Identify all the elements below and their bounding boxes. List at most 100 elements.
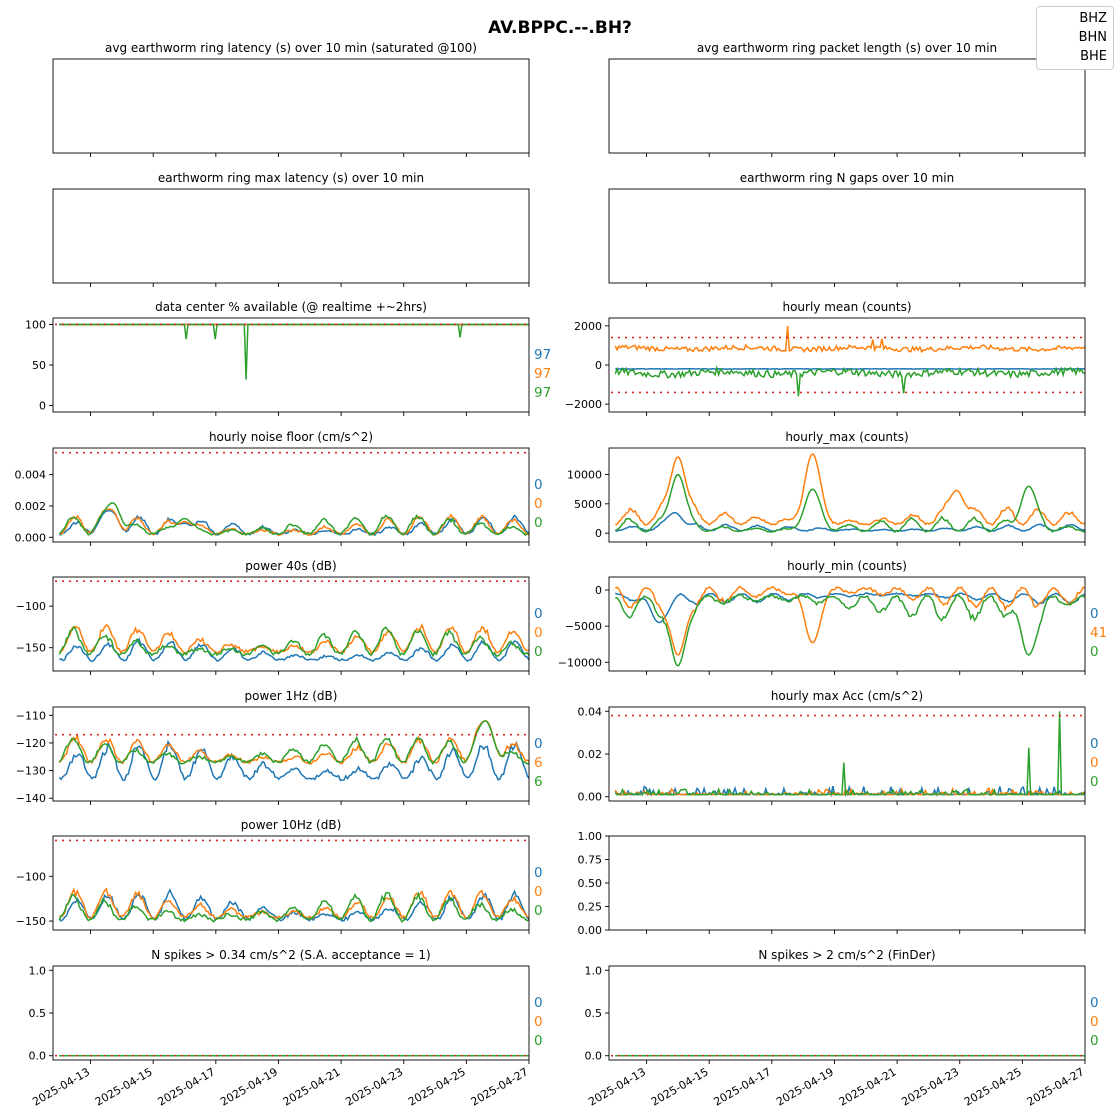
y-tick-label-4-0: 0 — [39, 400, 46, 413]
x-tick-label-14-7: 2025-04-27 — [469, 1065, 531, 1108]
side-value-9-2: 0 — [1090, 644, 1099, 660]
y-tick-label-10-3: −110 — [16, 709, 46, 722]
legend-item-bhe: BHE — [1080, 49, 1107, 64]
x-tick-label-14-3: 2025-04-19 — [218, 1065, 280, 1108]
panel-frame-1 — [608, 58, 1086, 154]
series-line-bhn-10 — [58, 720, 530, 765]
y-tick-label-10-1: −130 — [16, 765, 46, 778]
x-tick-label-15-7: 2025-04-27 — [1025, 1065, 1087, 1108]
x-tick-label-14-0: 2025-04-13 — [30, 1065, 92, 1108]
series-line-bhn-12 — [59, 887, 530, 920]
panel-title-11: hourly max Acc (cm/s^2) — [771, 689, 923, 703]
side-value-9-0: 0 — [1090, 606, 1099, 622]
side-value-11-1: 0 — [1090, 755, 1099, 771]
y-tick-label-4-1: 50 — [32, 359, 46, 372]
side-value-10-2: 6 — [534, 774, 543, 790]
series-line-bhe-10 — [58, 719, 530, 766]
panel-frame-9 — [608, 576, 1086, 672]
panel-frame-15 — [608, 965, 1086, 1061]
panel-title-6: hourly noise floor (cm/s^2) — [209, 430, 373, 444]
side-value-12-2: 0 — [534, 903, 543, 919]
x-tick-label-15-4: 2025-04-21 — [837, 1065, 899, 1108]
side-value-4-1: 97 — [534, 366, 551, 382]
side-value-8-0: 0 — [534, 606, 543, 622]
y-tick-label-11-1: 0.02 — [578, 748, 603, 761]
y-tick-label-9-2: 0 — [595, 584, 602, 597]
side-value-11-2: 0 — [1090, 774, 1099, 790]
y-tick-label-15-1: 0.5 — [585, 1007, 603, 1020]
series-line-bhn-11 — [614, 786, 1086, 797]
legend-label-bhz: BHZ — [1079, 11, 1107, 26]
x-tick-label-14-5: 2025-04-23 — [343, 1065, 405, 1108]
y-tick-label-5-0: −2000 — [565, 398, 602, 411]
y-tick-label-9-0: −10000 — [558, 656, 602, 669]
x-tick-label-15-6: 2025-04-25 — [962, 1065, 1024, 1108]
x-tick-label-15-3: 2025-04-19 — [774, 1065, 836, 1108]
panel-title-10: power 1Hz (dB) — [245, 689, 338, 703]
panel-frame-14 — [52, 965, 530, 1061]
series-line-bhe-8 — [58, 625, 530, 658]
y-tick-label-7-0: 0 — [595, 527, 602, 540]
panel-title-5: hourly mean (counts) — [782, 300, 911, 314]
panel-title-3: earthworm ring N gaps over 10 min — [740, 171, 954, 185]
panel-title-14: N spikes > 0.34 cm/s^2 (S.A. acceptance … — [151, 948, 430, 962]
y-tick-label-7-2: 10000 — [567, 468, 602, 481]
side-value-8-1: 0 — [534, 625, 543, 641]
series-line-bhe-12 — [58, 891, 530, 923]
panel-frame-6 — [52, 447, 530, 543]
panel-frame-10 — [52, 706, 530, 802]
panel-frame-11 — [608, 706, 1086, 802]
panel-frame-12 — [52, 835, 530, 931]
side-value-10-0: 0 — [534, 736, 543, 752]
side-value-11-0: 0 — [1090, 736, 1099, 752]
y-tick-label-8-0: −150 — [16, 642, 46, 655]
y-tick-label-13-0: 0.00 — [578, 924, 603, 937]
panel-title-15: N spikes > 2 cm/s^2 (FinDer) — [758, 948, 935, 962]
side-value-6-0: 0 — [534, 477, 543, 493]
panel-title-12: power 10Hz (dB) — [241, 818, 342, 832]
y-tick-label-14-0: 0.0 — [29, 1050, 47, 1063]
series-line-bhn-9 — [615, 585, 1086, 656]
x-tick-label-14-2: 2025-04-17 — [155, 1065, 217, 1108]
y-tick-label-13-3: 0.75 — [578, 854, 603, 867]
figure-title: AV.BPPC.--.BH? — [488, 18, 632, 38]
legend: BHZ BHN BHE — [1036, 6, 1114, 70]
series-line-bhz-10 — [58, 739, 530, 782]
series-line-bhe-5 — [614, 364, 1086, 397]
y-tick-label-5-1: 0 — [595, 359, 602, 372]
legend-label-bhn: BHN — [1078, 30, 1107, 45]
series-line-bhe-11 — [614, 711, 1086, 798]
side-value-15-0: 0 — [1090, 995, 1099, 1011]
side-value-6-1: 0 — [534, 496, 543, 512]
series-line-bhn-7 — [615, 453, 1086, 527]
y-tick-label-13-4: 1.00 — [578, 830, 603, 843]
y-tick-label-14-1: 0.5 — [29, 1007, 47, 1020]
panel-frame-3 — [608, 188, 1086, 284]
side-value-4-0: 97 — [534, 347, 551, 363]
panel-frame-4 — [52, 317, 530, 413]
series-line-bhz-9 — [614, 592, 1086, 624]
y-tick-label-6-2: 0.004 — [15, 469, 47, 482]
x-tick-label-15-5: 2025-04-23 — [899, 1065, 961, 1108]
panel-frame-5 — [608, 317, 1086, 413]
y-tick-label-13-1: 0.25 — [578, 901, 603, 914]
series-line-bhe-4 — [59, 323, 529, 380]
panel-title-9: hourly_min (counts) — [787, 559, 907, 573]
series-line-bhn-6 — [58, 508, 530, 536]
series-line-bhe-7 — [614, 474, 1086, 533]
y-tick-label-8-1: −100 — [16, 600, 46, 613]
x-tick-label-14-4: 2025-04-21 — [281, 1065, 343, 1108]
side-value-14-0: 0 — [534, 995, 543, 1011]
x-tick-label-15-2: 2025-04-17 — [711, 1065, 773, 1108]
panel-title-2: earthworm ring max latency (s) over 10 m… — [158, 171, 424, 185]
panel-title-4: data center % available (@ realtime +~2h… — [155, 300, 427, 314]
series-line-bhe-6 — [58, 502, 530, 537]
series-line-bhz-7 — [615, 511, 1086, 533]
x-tick-label-15-1: 2025-04-15 — [649, 1065, 711, 1108]
y-tick-label-7-1: 5000 — [574, 498, 602, 511]
side-value-12-0: 0 — [534, 865, 543, 881]
y-tick-label-6-0: 0.000 — [15, 531, 47, 544]
y-tick-label-11-0: 0.00 — [578, 791, 603, 804]
panel-frame-7 — [608, 447, 1086, 543]
